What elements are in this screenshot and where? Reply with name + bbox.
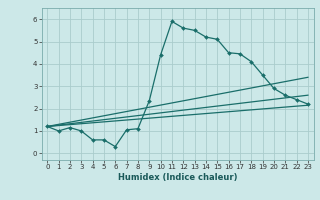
X-axis label: Humidex (Indice chaleur): Humidex (Indice chaleur) bbox=[118, 173, 237, 182]
